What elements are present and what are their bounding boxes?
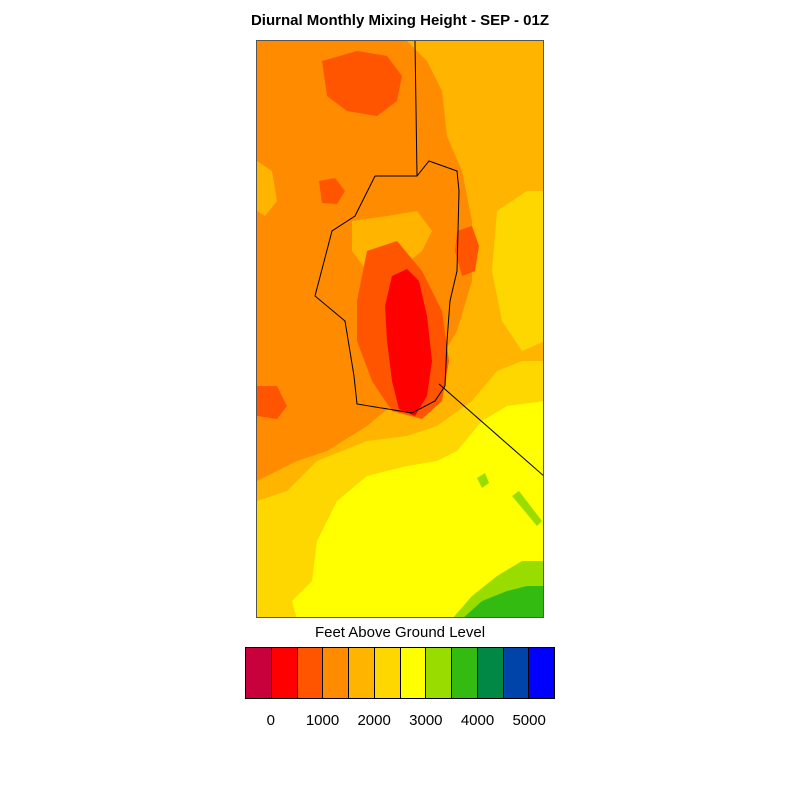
- contour-band-1000-1500: [319, 178, 345, 204]
- color-swatch: [246, 648, 272, 698]
- color-swatch: [349, 648, 375, 698]
- state-boundary-north: [414, 41, 418, 177]
- contour-band-3500-4000: [477, 473, 489, 488]
- tick-label: 0: [266, 712, 275, 729]
- contour-band-2500-3000: [492, 191, 543, 351]
- color-swatch: [323, 648, 349, 698]
- legend-title: Feet Above Ground Level: [314, 624, 486, 641]
- contour-band-3000-3500: [292, 401, 543, 617]
- contour-band-2000-2500: [257, 161, 277, 216]
- color-swatch: [426, 648, 452, 698]
- contour-band-1000-1500: [322, 51, 402, 116]
- contour-band-3500-4000: [512, 491, 542, 526]
- color-scale-labels: 0 1000 2000 3000 4000 5000: [0, 712, 800, 732]
- color-swatch: [297, 648, 324, 698]
- tick-label: 1000: [305, 712, 340, 729]
- contour-band-500-1000: [385, 269, 432, 416]
- tick-label: 2000: [357, 712, 391, 729]
- color-swatch: [271, 648, 298, 698]
- color-swatch: [477, 648, 504, 698]
- contour-band-1000-1500: [455, 226, 479, 276]
- color-swatch: [400, 648, 427, 698]
- color-swatch: [374, 648, 401, 698]
- color-scale-bar: [245, 647, 555, 699]
- tick-label: 4000: [460, 712, 495, 729]
- chart-title: Diurnal Monthly Mixing Height - SEP - 01…: [250, 12, 550, 29]
- contour-band-1000-1500: [257, 386, 287, 419]
- basin-outline: [314, 160, 460, 414]
- tick-label: 3000: [409, 712, 443, 729]
- state-boundary-southeast: [438, 383, 543, 476]
- color-swatch: [503, 648, 530, 698]
- color-swatch: [529, 648, 554, 698]
- color-swatch: [452, 648, 478, 698]
- contour-band-4000-4500: [464, 586, 543, 617]
- tick-label: 5000: [512, 712, 546, 729]
- contour-map: [256, 40, 544, 618]
